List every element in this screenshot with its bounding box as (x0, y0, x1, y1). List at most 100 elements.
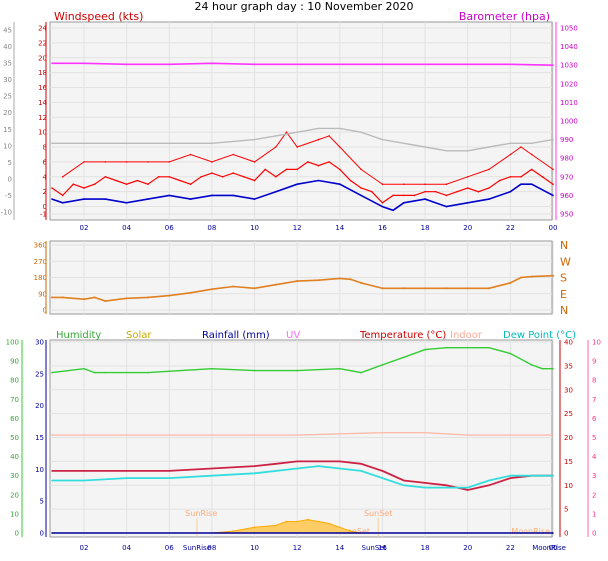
panel1-series-point (466, 176, 469, 178)
panel1-series-point (520, 176, 522, 178)
panel1-series-point (232, 194, 234, 197)
panel3-series-point (211, 474, 213, 477)
wind-direction-point (402, 287, 405, 290)
panel3-left-inner-tick: 15 (35, 434, 44, 442)
panel1-left-tick: 10 (38, 129, 47, 137)
panel3-x-tick: 16 (378, 544, 387, 552)
panel1-series-point (83, 161, 85, 163)
panel3-series-point (381, 470, 384, 472)
solar-label: Solar (126, 330, 152, 341)
panel3-right-inner-tick: 0 (564, 530, 568, 538)
panel1-series-point (339, 146, 341, 148)
panel3-uv-tick: 5 (592, 434, 596, 442)
wind-direction-point (210, 288, 213, 291)
panel3-right-inner-tick: 35 (564, 362, 573, 370)
panel3-series-point (93, 371, 96, 374)
panel1-left-tick: 2 (43, 188, 47, 196)
panel3-series-point (530, 474, 533, 477)
panel3-series-point (424, 482, 426, 484)
panel1-series-point (61, 202, 64, 204)
panel3-humidity-tick: 100 (6, 339, 19, 347)
panel1-left-tick: 22 (38, 39, 47, 47)
panel3-humidity-tick: 80 (10, 377, 19, 385)
panel1-series-point (296, 146, 299, 148)
panel1-right-tick: 970 (560, 173, 573, 181)
panel1-series-point (125, 202, 128, 204)
panel3-series-point (466, 489, 469, 491)
panel1-outer-tick: 10 (3, 142, 12, 150)
panel1-series-point (520, 146, 522, 148)
panel3-series-point (317, 460, 320, 463)
panel3-series-point (83, 470, 85, 472)
wind-direction-point (296, 280, 299, 283)
panel1-series-point (445, 150, 448, 152)
panel3-humidity-tick: 50 (10, 434, 19, 442)
wind-direction-point (93, 296, 96, 299)
panel3-series-point (541, 367, 544, 370)
wind-direction-point (520, 276, 522, 279)
panel1-series-point (275, 135, 277, 137)
panel3-series-point (488, 346, 490, 349)
panel1-series-point (403, 202, 405, 204)
panel3-series-point (168, 470, 171, 472)
panel1-series-point (541, 176, 544, 178)
panel1-series-point (317, 127, 320, 130)
panel1-series-point (381, 205, 384, 208)
panel3-series-point (466, 434, 469, 436)
panel1-series-point (275, 176, 277, 178)
panel1-series-point (179, 179, 181, 182)
panel1-series-point (466, 202, 469, 204)
panel1-left-tick: 0 (43, 203, 47, 211)
panel1-series-point (392, 194, 394, 197)
panel1-series-point (360, 194, 362, 197)
panel3-series-point (509, 352, 512, 355)
panel1-x-tick: 18 (421, 224, 430, 232)
panel2-compass-label: N (560, 239, 568, 252)
panel3-series-point (328, 522, 330, 525)
panel1-series-point (339, 63, 341, 66)
panel2-left-tick: 0 (43, 307, 47, 315)
windspeed-label: Windspeed (kts) (54, 10, 143, 23)
panel3-series-point (488, 479, 490, 482)
panel1-series-point (349, 179, 352, 182)
panel3-humidity-tick: 40 (10, 453, 19, 461)
panel3-x-tick: 22 (506, 544, 515, 552)
panel1-right-tick: 1020 (560, 80, 578, 88)
panel3-series-point (339, 467, 341, 470)
panel1-series-point (381, 63, 384, 66)
panel1-series-point (211, 161, 213, 163)
panel3-humidity-tick: 70 (10, 396, 19, 404)
wind-direction-point (509, 281, 512, 284)
panel1-series-point (509, 190, 512, 193)
panel1-series-point (552, 168, 554, 171)
panel3-uv-tick: 4 (592, 453, 597, 461)
panel1-series-point (253, 198, 256, 200)
panel3-series-point (104, 371, 107, 374)
panel1-series-point (93, 183, 96, 185)
panel3-uv-tick: 2 (592, 491, 596, 499)
panel1-right-tick: 980 (560, 155, 573, 163)
panel1-left-tick: 12 (38, 114, 47, 122)
sunset-bottom-label: SunSet (362, 544, 387, 552)
panel1-series-point (125, 183, 128, 185)
panel1-outer-tick: 5 (8, 159, 12, 167)
panel3-left-inner-tick: 10 (35, 466, 44, 474)
panel1-series-point (360, 168, 362, 171)
wind-direction-point (381, 287, 384, 290)
panel1-series-point (168, 176, 171, 178)
panel1-series-point (381, 202, 384, 204)
panel3-x-tick: 10 (250, 544, 259, 552)
panel3-series-line (52, 432, 553, 436)
panel3-series-point (285, 520, 288, 523)
panel2-left-tick: 180 (34, 274, 47, 282)
panel3-series-point (339, 526, 341, 529)
panel1-series-point (115, 179, 117, 182)
panel1-series-point (509, 142, 512, 145)
panel3-series-point (296, 460, 299, 463)
panel3-series-point (51, 470, 53, 472)
panel1-left-tick: 14 (38, 99, 47, 107)
panel3-humidity-tick: 30 (10, 472, 19, 480)
panel1-series-point (339, 168, 341, 171)
panel1-series-point (189, 153, 192, 156)
panel1-series-point (466, 150, 469, 152)
